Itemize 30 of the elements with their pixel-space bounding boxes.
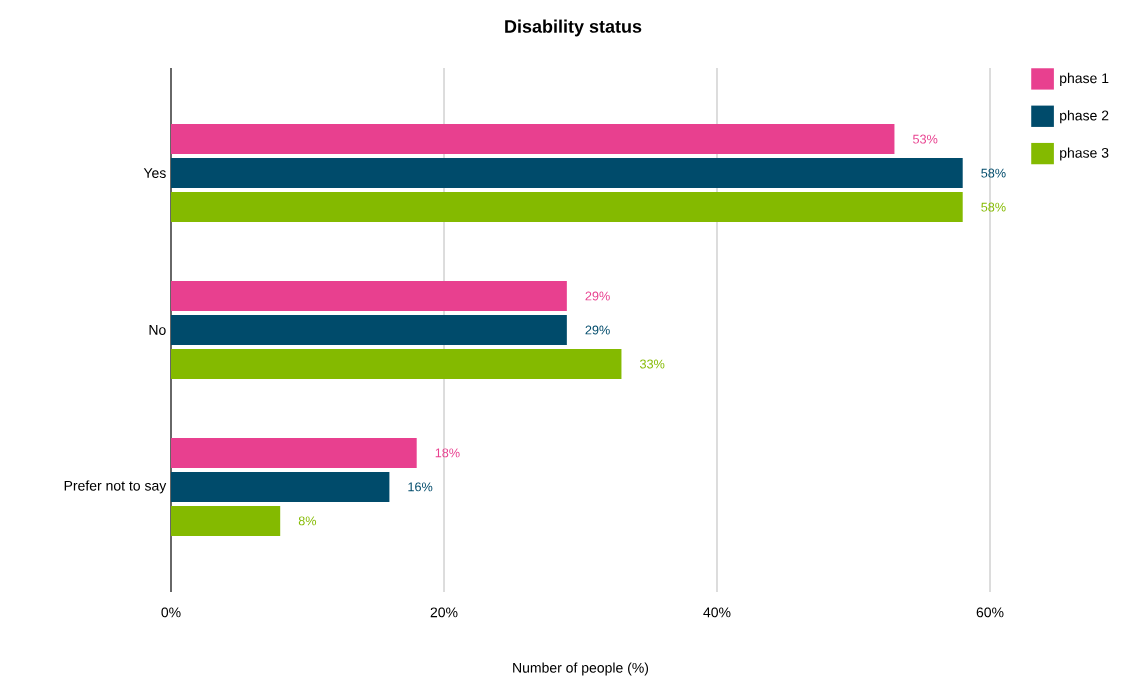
data-label: 16% [408,482,433,492]
bar [171,192,963,223]
bar [171,505,281,536]
data-label: 18% [435,448,460,458]
x-tick-label: 40% [703,607,731,618]
x-axis-title: Number of people (%) [513,662,649,676]
x-tick-label: 20% [430,607,458,618]
legend-label: phase 2 [1060,110,1109,124]
data-label: 53% [913,134,938,144]
data-label: 29% [585,325,610,335]
bar [171,349,622,379]
data-label: 58% [981,168,1006,178]
legend-label: phase 1 [1060,72,1109,86]
data-label: 8% [298,516,317,526]
bar [171,314,567,345]
x-tick-label: 0% [161,607,181,618]
bar [171,158,963,189]
data-label: 58% [981,202,1006,212]
bar [171,124,895,155]
y-tick-label: Prefer not to say [64,480,167,494]
chart-title: Disability status [505,19,642,37]
data-label: 33% [639,359,665,369]
bar [171,437,417,468]
legend-label: phase 3 [1060,147,1109,161]
y-tick-label: Yes [143,168,166,178]
y-tick-label: No [149,325,166,335]
bar [171,281,567,311]
data-label: 29% [585,291,610,301]
x-tick-label: 60% [976,607,1004,618]
bar [171,471,390,502]
